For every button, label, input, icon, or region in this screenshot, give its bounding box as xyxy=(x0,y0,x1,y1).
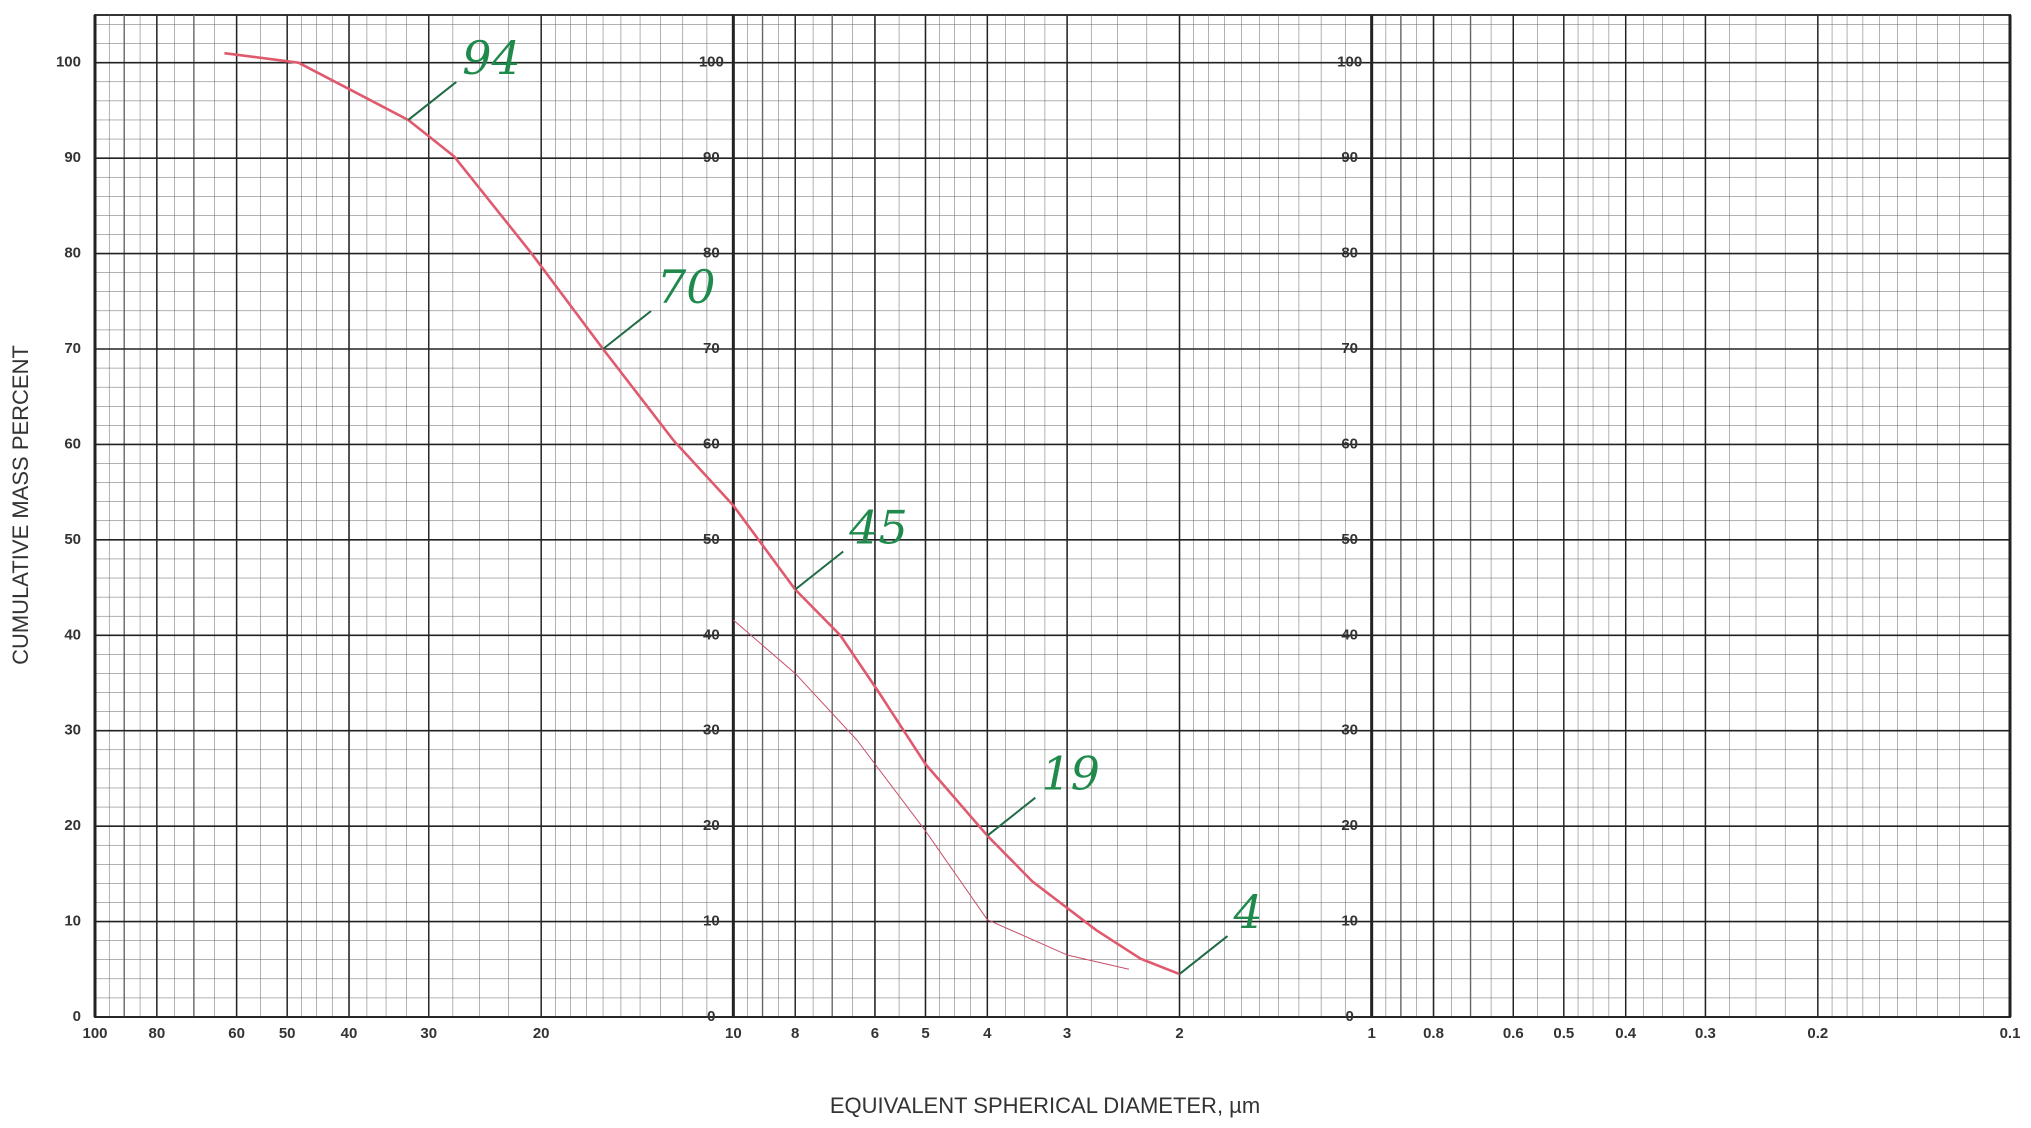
y-tick-label: 70 xyxy=(703,340,720,357)
x-tick-label: 2 xyxy=(1175,1025,1183,1042)
x-tick-label: 0.4 xyxy=(1615,1025,1637,1042)
annotation-pointer xyxy=(794,550,844,591)
data-line xyxy=(733,619,1130,970)
x-tick-label: 60 xyxy=(228,1025,245,1042)
x-tick-label: 4 xyxy=(983,1025,992,1042)
y-tick-label: 20 xyxy=(1341,817,1358,834)
x-tick-label: 10 xyxy=(725,1025,742,1042)
plot-area xyxy=(94,14,2011,1018)
x-tick-label: 0.1 xyxy=(2000,1025,2021,1042)
y-tick-label: 0 xyxy=(73,1008,81,1025)
x-tick-label: 0.5 xyxy=(1553,1025,1574,1042)
annotation: 94 xyxy=(462,31,521,85)
x-tick-label: 8 xyxy=(791,1025,799,1042)
annotation: 4 xyxy=(1233,885,1263,939)
y-tick-label: 10 xyxy=(703,913,720,930)
y-tick-label: 30 xyxy=(1341,722,1358,739)
x-tick-label: 100 xyxy=(82,1025,107,1042)
x-tick-label: 3 xyxy=(1063,1025,1071,1042)
y-tick-label: 60 xyxy=(1341,435,1358,452)
y-tick-label: 50 xyxy=(703,531,720,548)
y-tick-label: 80 xyxy=(1341,245,1358,262)
y-axis-title: CUMULATIVE MASS PERCENT xyxy=(8,345,33,665)
y-tick-label: 10 xyxy=(64,913,81,930)
y-tick-label: 70 xyxy=(1341,340,1358,357)
x-tick-label: 5 xyxy=(921,1025,929,1042)
y-tick-label: 20 xyxy=(703,817,720,834)
y-tick-label: 70 xyxy=(64,340,81,357)
annotation-pointer xyxy=(986,796,1036,837)
y-tick-label: 100 xyxy=(1337,54,1362,71)
x-tick-label: 50 xyxy=(279,1025,296,1042)
y-tick-label: 40 xyxy=(703,626,720,643)
y-tick-label: 60 xyxy=(703,435,720,452)
y-tick-label: 0 xyxy=(1345,1008,1353,1025)
x-tick-label: 80 xyxy=(149,1025,166,1042)
y-tick-label: 90 xyxy=(64,149,81,166)
annotation: 45 xyxy=(848,500,908,554)
y-tick-label: 50 xyxy=(1341,531,1358,548)
y-tick-label: 100 xyxy=(56,54,81,71)
x-tick-label: 1 xyxy=(1367,1025,1375,1042)
annotation-pointer xyxy=(1178,935,1229,975)
y-tick-label: 50 xyxy=(64,531,81,548)
x-tick-label: 20 xyxy=(533,1025,550,1042)
y-tick-label: 10 xyxy=(1341,913,1358,930)
annotation: 19 xyxy=(1041,747,1100,801)
x-tick-label: 0.2 xyxy=(1807,1025,1828,1042)
y-tick-label: 0 xyxy=(707,1008,715,1025)
y-tick-label: 100 xyxy=(699,54,724,71)
y-tick-label: 60 xyxy=(64,435,81,452)
y-tick-label: 80 xyxy=(64,245,81,262)
y-tick-label: 20 xyxy=(64,817,81,834)
y-tick-label: 90 xyxy=(1341,149,1358,166)
annotation: 70 xyxy=(657,260,716,314)
y-tick-label: 30 xyxy=(703,722,720,739)
y-tick-label: 40 xyxy=(1341,626,1358,643)
x-tick-label: 0.6 xyxy=(1503,1025,1524,1042)
y-tick-label: 30 xyxy=(64,722,81,739)
y-tick-label: 80 xyxy=(703,245,720,262)
x-tick-label: 6 xyxy=(871,1025,879,1042)
y-tick-label: 40 xyxy=(64,626,81,643)
annotation-pointer xyxy=(602,310,652,350)
x-axis-title: EQUIVALENT SPHERICAL DIAMETER, µm xyxy=(830,1093,1260,1118)
annotation-pointer xyxy=(407,81,457,121)
y-tick-label: 90 xyxy=(703,149,720,166)
x-tick-label: 30 xyxy=(420,1025,437,1042)
x-tick-label: 40 xyxy=(341,1025,358,1042)
x-tick-label: 0.3 xyxy=(1695,1025,1716,1042)
x-tick-label: 0.8 xyxy=(1423,1025,1444,1042)
